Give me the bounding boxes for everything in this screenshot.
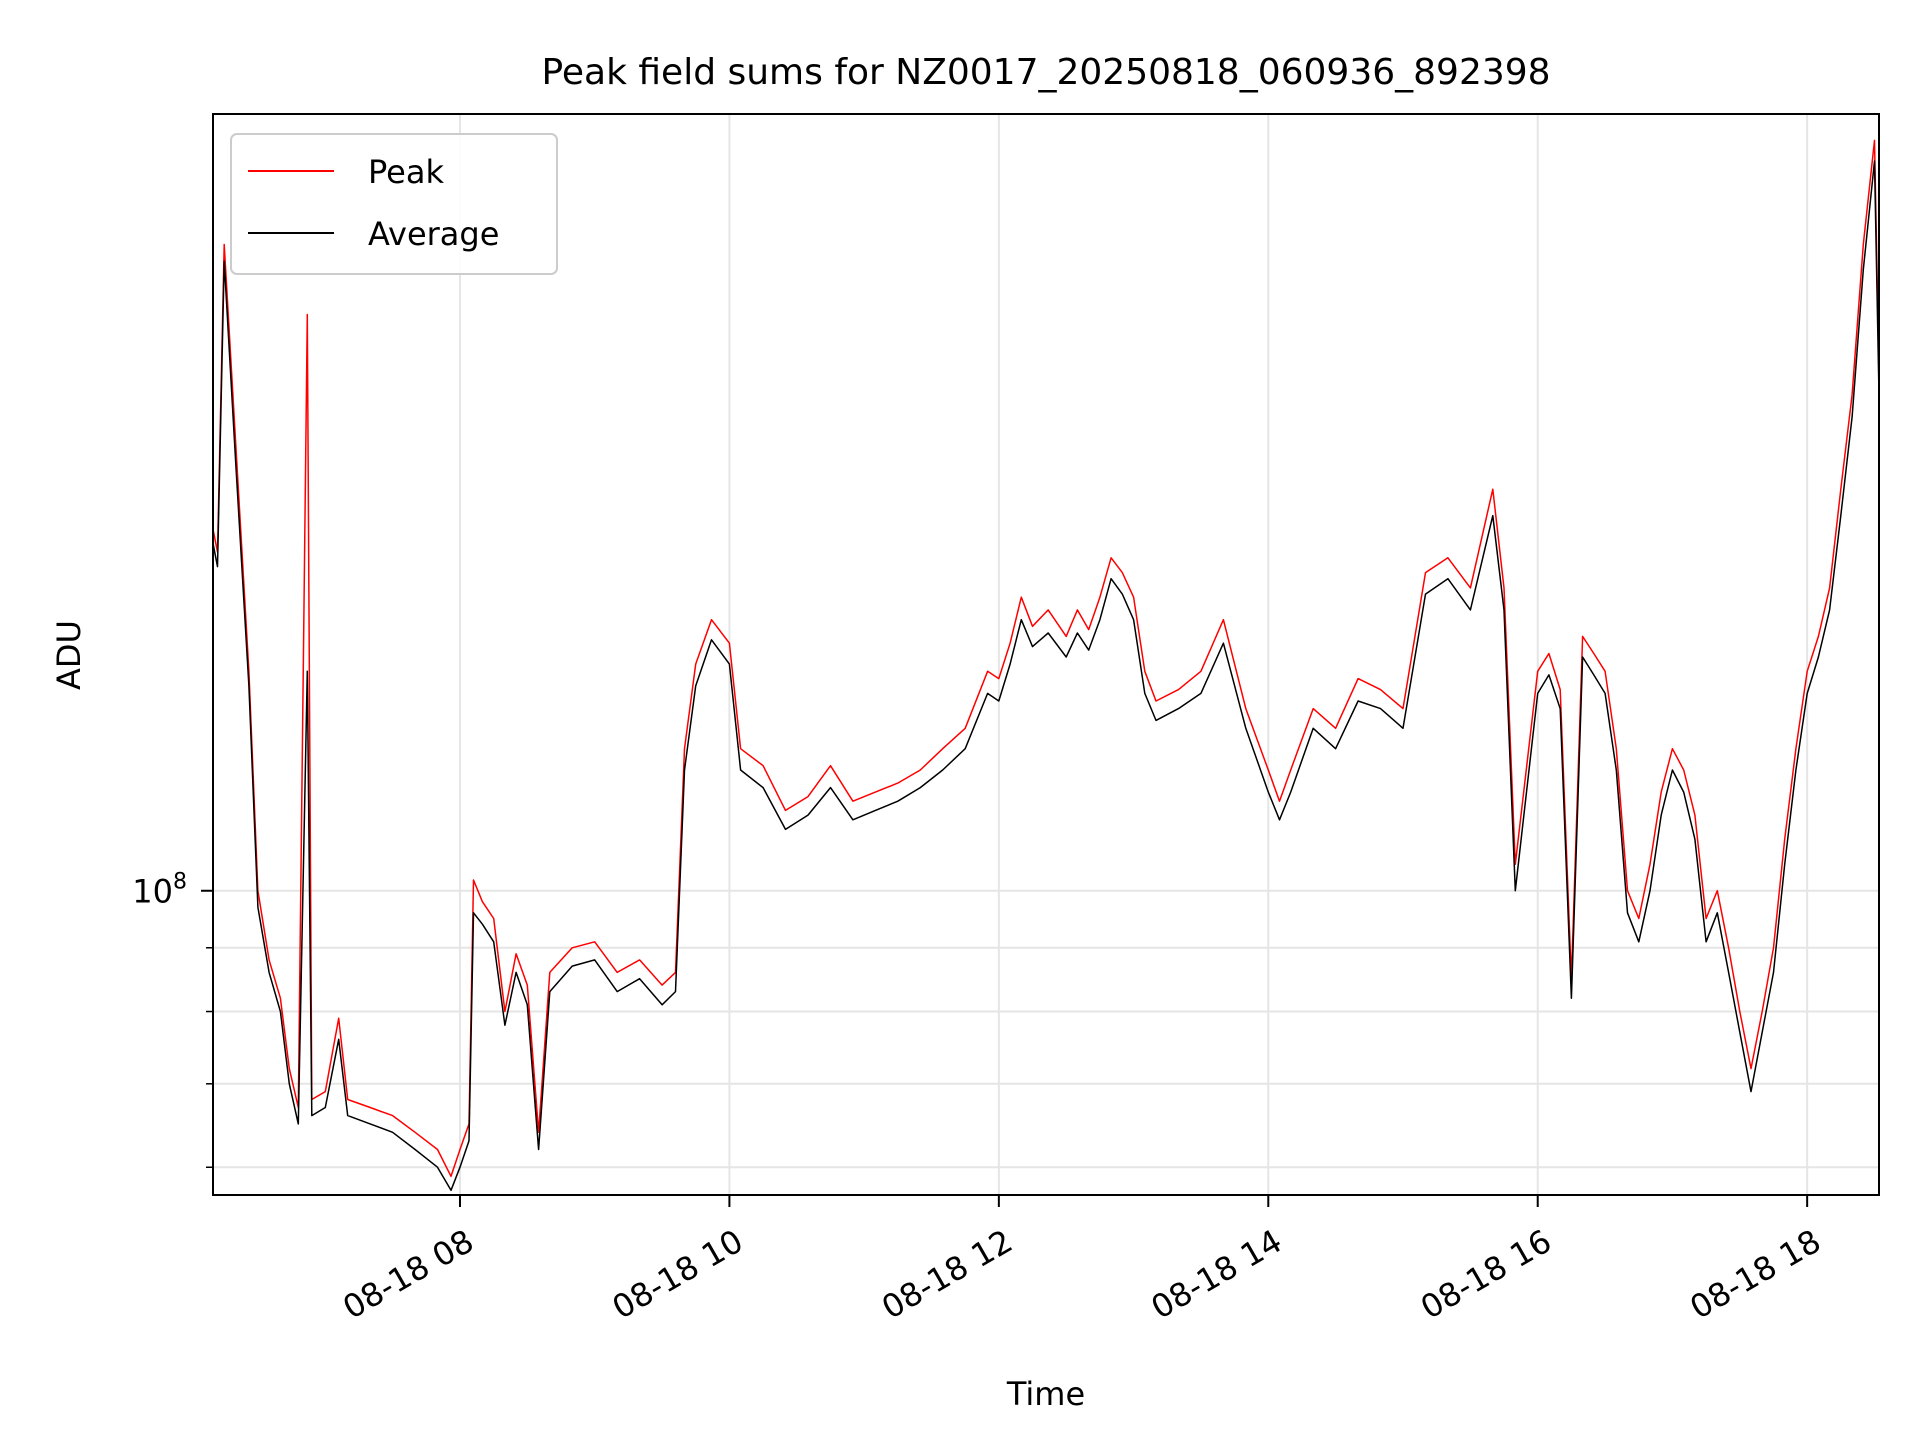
legend-box	[230, 133, 558, 275]
legend-label-average: Average	[368, 215, 499, 253]
y-tick-label: 108	[132, 870, 187, 911]
grid-layer	[213, 114, 1879, 1195]
chart-title: Peak field sums for NZ0017_20250818_0609…	[541, 52, 1550, 93]
y-tick-label-exponent: 8	[173, 870, 187, 895]
series-layer	[212, 139, 1880, 1192]
y-axis-label: ADU	[50, 620, 88, 690]
series-line-peak	[212, 139, 1880, 1178]
plot-frame	[212, 113, 1880, 1196]
y-tick-label-base: 10	[132, 873, 173, 911]
x-axis-label: Time	[1006, 1375, 1085, 1413]
legend: Peak Average	[230, 133, 558, 275]
series-line-average	[212, 160, 1880, 1192]
legend-label-peak: Peak	[368, 153, 444, 191]
